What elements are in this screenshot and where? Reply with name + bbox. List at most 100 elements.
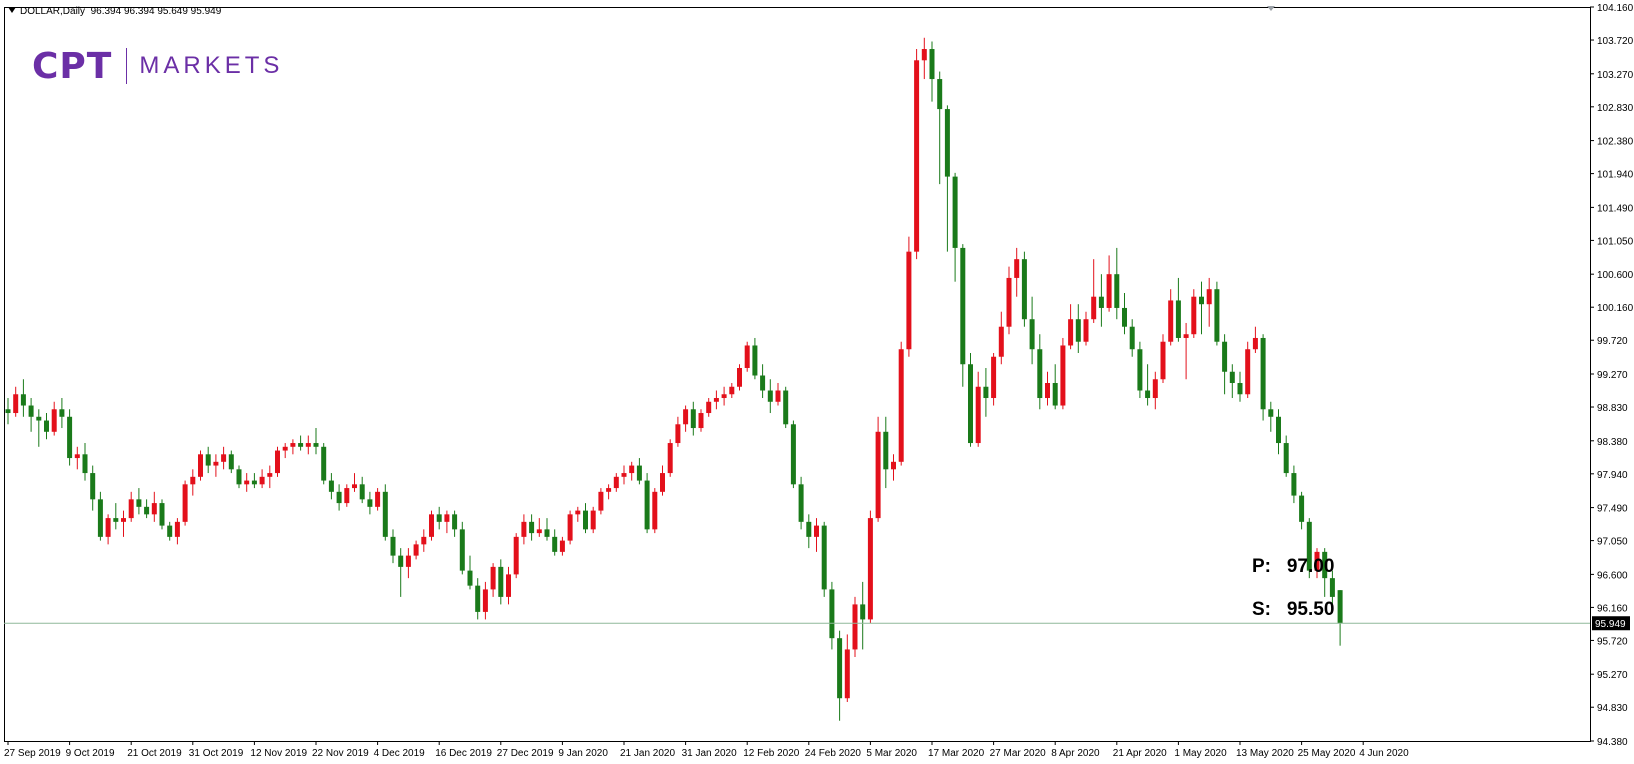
y-tick-label: 100.600 [1597, 270, 1634, 281]
plot-border [4, 7, 1591, 742]
candle [1314, 548, 1320, 579]
candle [606, 484, 612, 500]
candle [405, 548, 411, 579]
candle-body [1106, 274, 1112, 308]
y-tick: 99.270 [1590, 370, 1628, 381]
y-tick-label: 102.830 [1597, 103, 1634, 114]
candle [1029, 296, 1035, 365]
x-tick-label: 27 Mar 2020 [990, 748, 1047, 759]
y-tick: 104.160 [1590, 3, 1634, 14]
candle-body [529, 521, 535, 534]
candle [921, 37, 927, 80]
candle [290, 439, 296, 455]
candle [598, 488, 604, 515]
x-tick-label: 9 Jan 2020 [558, 748, 608, 759]
candle [1060, 337, 1066, 410]
x-tick: 24 Feb 2020 [805, 741, 862, 759]
candle-body [128, 499, 134, 519]
y-tick-label: 95.270 [1597, 670, 1628, 681]
candle-body [737, 367, 742, 387]
dropdown-triangle-icon[interactable] [8, 7, 16, 13]
y-tick-label: 94.380 [1597, 737, 1628, 748]
candle-body [783, 390, 789, 425]
x-tick-label: 22 Nov 2019 [312, 748, 369, 759]
y-tick: 95.270 [1590, 670, 1628, 681]
x-tick: 21 Oct 2019 [127, 741, 182, 759]
candle [267, 465, 273, 489]
candle [375, 488, 381, 511]
price-axis[interactable]: 104.160 103.720 103.270 102.830 102.380 101.9… [1590, 3, 1634, 748]
x-tick: 9 Jan 2020 [558, 741, 608, 759]
candle [59, 398, 65, 429]
candle [1299, 491, 1305, 530]
candle-body [544, 529, 550, 537]
y-tick: 97.050 [1590, 537, 1628, 548]
candle-body [606, 488, 612, 492]
candle [875, 416, 881, 522]
candle-body [652, 491, 658, 530]
candle [1283, 435, 1289, 477]
y-tick: 101.490 [1590, 203, 1634, 214]
candle-body [1114, 274, 1120, 308]
pivot-level-label: P: [1252, 556, 1271, 577]
candle [251, 473, 257, 489]
x-tick-label: 24 Feb 2020 [805, 748, 862, 759]
candle [452, 510, 458, 537]
candle [629, 461, 635, 481]
candle [675, 416, 681, 447]
logo-separator [126, 48, 128, 84]
candle-body [583, 510, 588, 530]
y-tick-label: 97.490 [1597, 504, 1628, 515]
candle [1145, 364, 1151, 406]
candle [867, 510, 873, 624]
candle [321, 443, 327, 485]
candle-body [136, 499, 142, 507]
candle-body [559, 540, 565, 552]
candle-body [1214, 289, 1220, 342]
candle-body [1268, 409, 1274, 417]
candle-body [28, 405, 34, 417]
candle-body [198, 454, 203, 477]
candle-body [1052, 383, 1058, 406]
candle-body [1152, 379, 1158, 399]
candle-body [405, 555, 411, 567]
candle [113, 503, 119, 530]
candle-body [182, 484, 188, 522]
candle-body [960, 247, 966, 365]
y-tick: 96.600 [1590, 570, 1628, 581]
candle-body [74, 454, 80, 459]
candle [1183, 322, 1189, 380]
candle-body [1260, 337, 1266, 410]
candle-body [775, 390, 781, 402]
candle [1268, 401, 1274, 432]
y-tick-label: 99.270 [1597, 370, 1628, 381]
time-axis[interactable]: 27 Sep 2019 9 Oct 2019 21 Oct 2019 31 Oct 2… [4, 741, 1409, 759]
candle [444, 510, 450, 534]
candle-body [613, 476, 619, 489]
candle-body [1175, 300, 1181, 338]
candle [644, 473, 650, 534]
candle [1252, 326, 1258, 353]
candle-body [97, 499, 103, 537]
candle [20, 379, 26, 417]
candle-body [105, 518, 111, 537]
candle [1106, 255, 1112, 312]
support-level-value: 95.50 [1286, 599, 1335, 620]
candle-body [144, 506, 150, 515]
candle [590, 506, 596, 534]
candle [1091, 259, 1097, 323]
candle-body [459, 529, 465, 571]
candle [713, 390, 719, 410]
x-tick-label: 4 Dec 2019 [374, 748, 426, 759]
candle-body [251, 480, 257, 485]
candle-body [968, 364, 973, 444]
candle [783, 386, 789, 429]
support-level: S: 95.50 [1252, 599, 1334, 621]
candle-body [1083, 319, 1089, 342]
candle [1075, 304, 1081, 353]
candle-body [82, 454, 88, 474]
candle [1191, 289, 1197, 338]
candle-body [713, 398, 719, 402]
candle [82, 443, 88, 481]
x-tick-label: 12 Nov 2019 [250, 748, 307, 759]
